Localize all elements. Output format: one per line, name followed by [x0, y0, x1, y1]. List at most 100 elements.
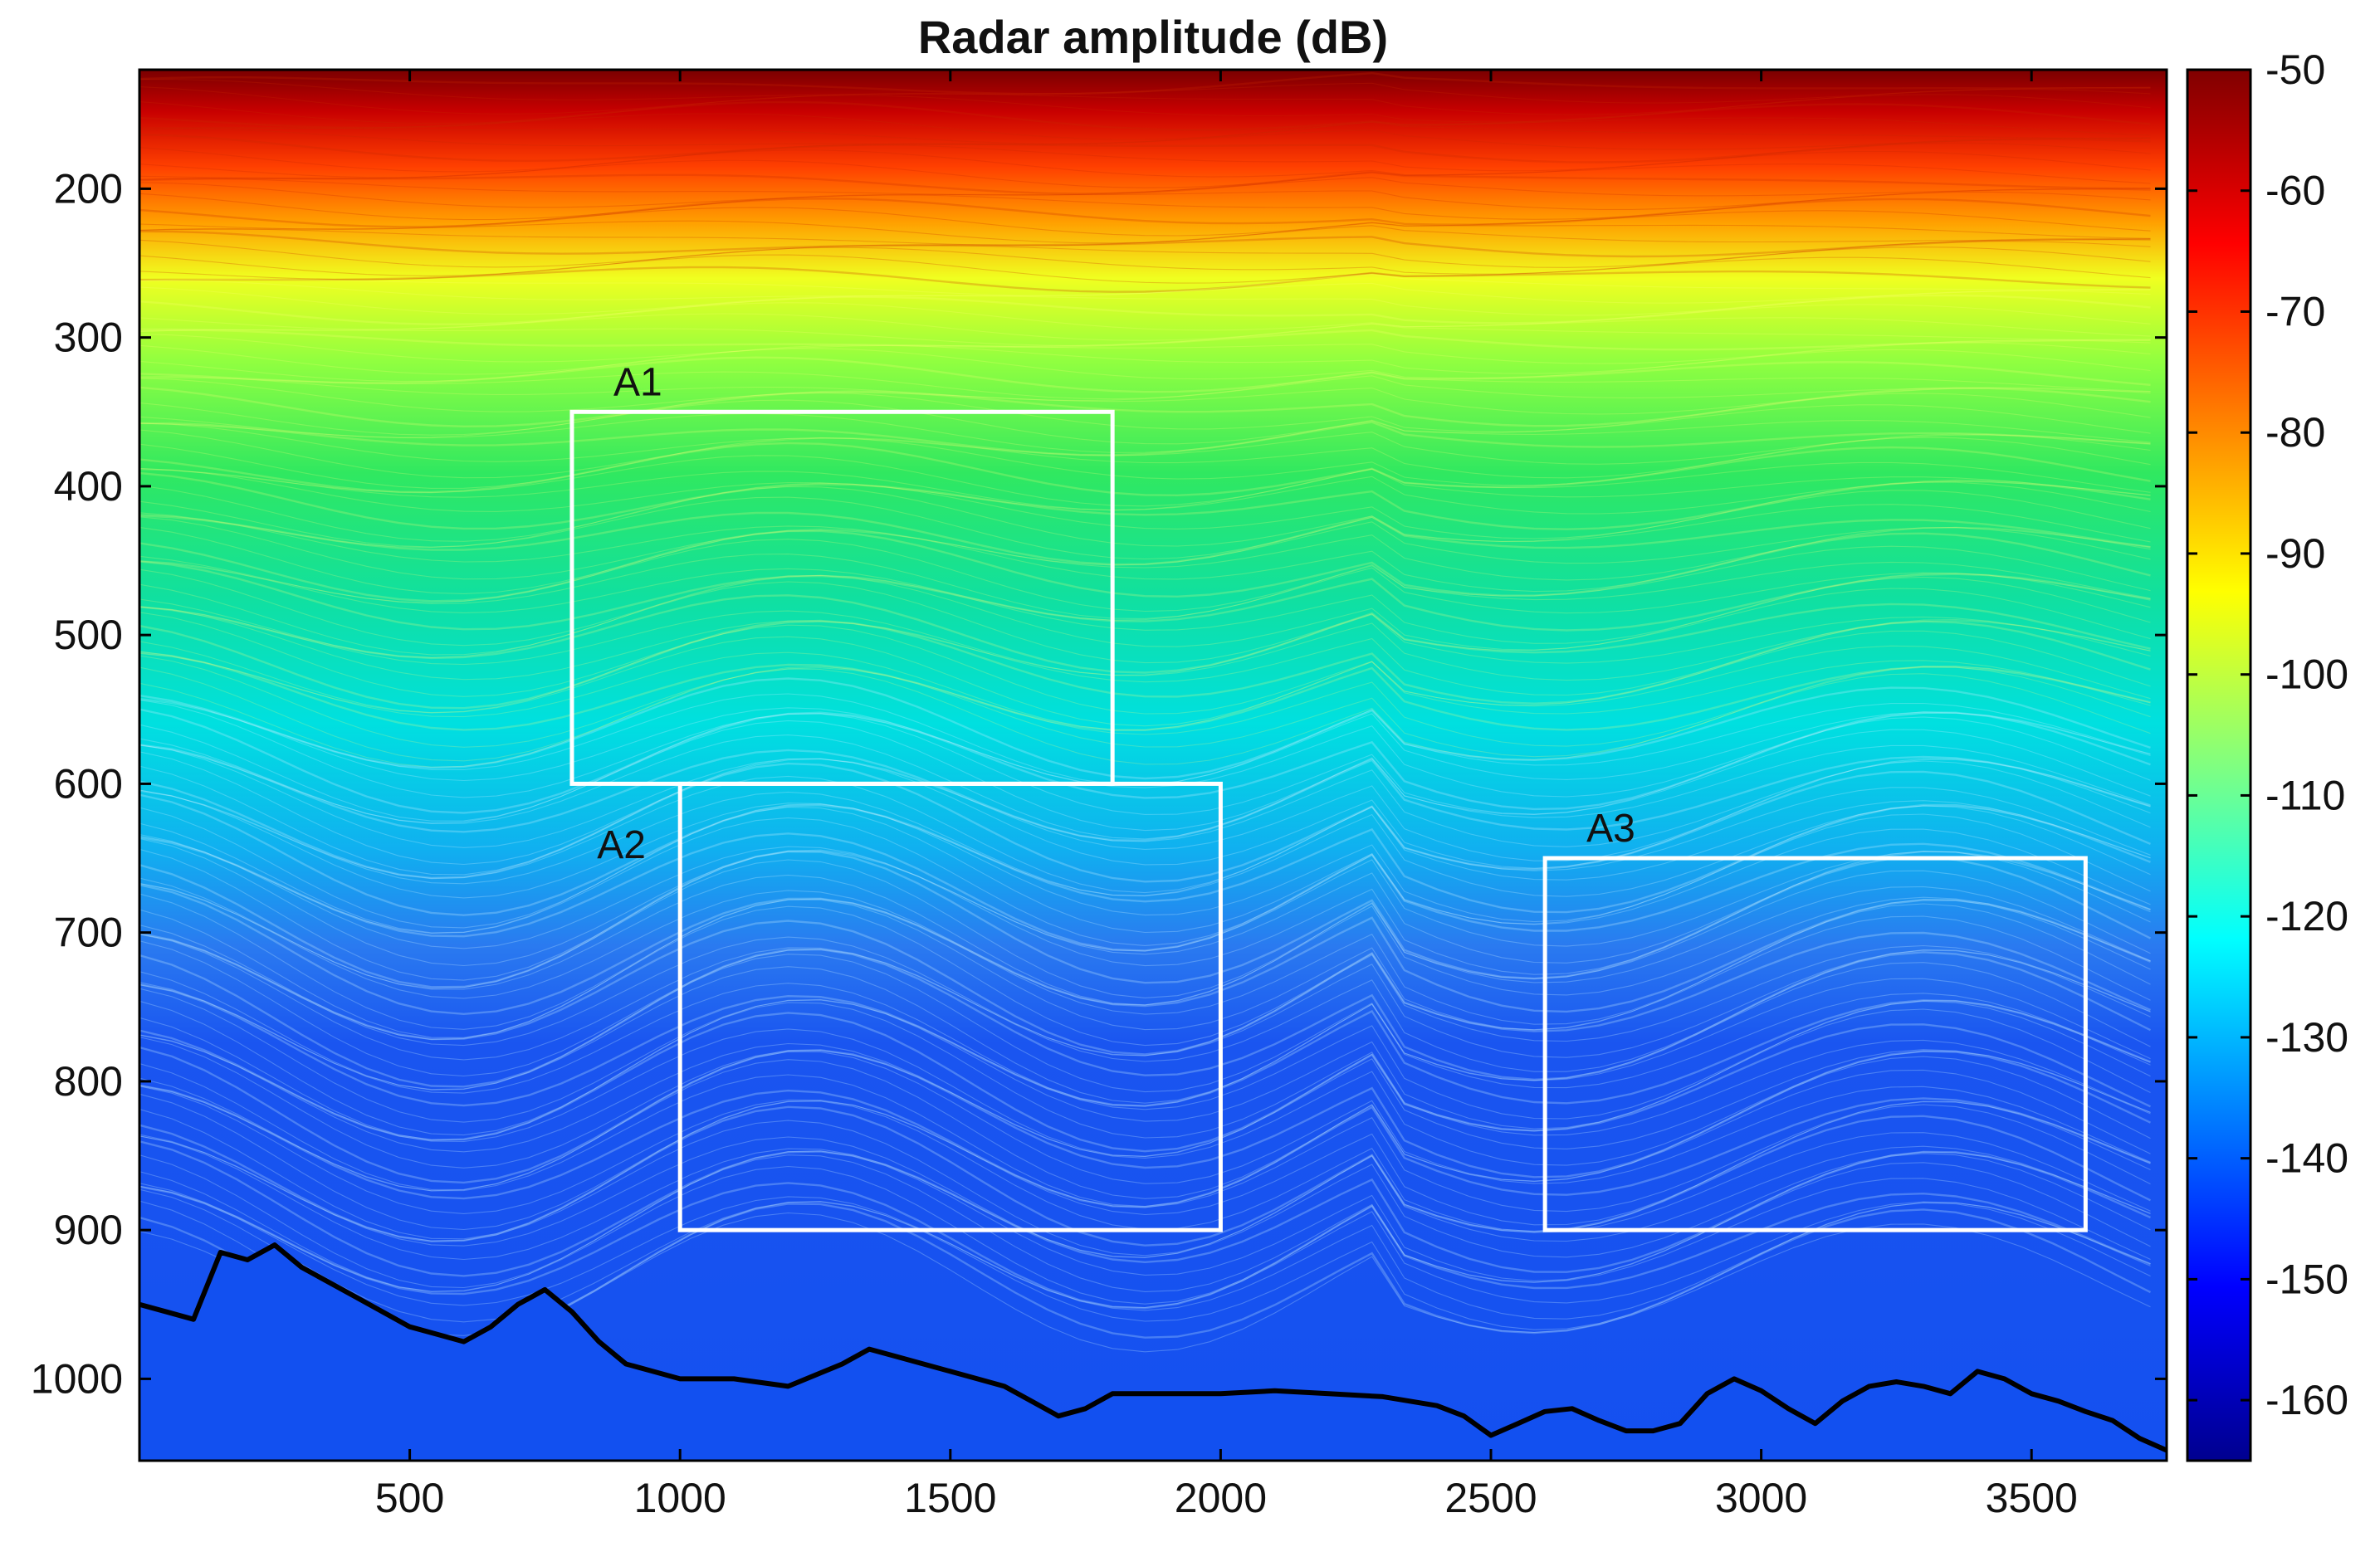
internal-layer: [139, 651, 2151, 732]
internal-layer: [139, 568, 2151, 647]
internal-layer: [139, 607, 2151, 676]
bed-trace: [139, 1242, 2167, 1453]
annotation-labels: A1 A2 A3: [597, 360, 1635, 867]
internal-layer: [139, 437, 2151, 489]
internal-layer: [139, 983, 2151, 1107]
below-bed-fill: [139, 1245, 2167, 1461]
internal-layer: [139, 375, 2151, 402]
internal-layer: [139, 514, 2151, 566]
plot-area: [139, 70, 2167, 1461]
internal-layer: [139, 859, 2151, 998]
colorbar-tick-label: -100: [2265, 651, 2348, 698]
internal-layer: [139, 149, 2151, 178]
internal-layer: [139, 399, 2151, 445]
internal-layer: [139, 905, 2151, 1047]
internal-layer: [139, 246, 2151, 276]
internal-layer: [139, 1012, 2152, 1153]
internal-layer: [139, 751, 2151, 866]
colorbar-tick-label: -120: [2265, 893, 2348, 939]
internal-layer: [139, 1084, 2151, 1208]
internal-layer: [139, 378, 2151, 415]
internal-layer: [139, 708, 2151, 814]
internal-layer: [139, 386, 2151, 428]
internal-layer: [139, 651, 2151, 731]
internal-layer: [139, 1185, 2151, 1309]
colorbar-tick-label: -60: [2265, 168, 2325, 214]
internal-layer: [139, 934, 2151, 1056]
y-tick-label: 400: [54, 463, 123, 510]
internal-layer: [139, 1182, 2151, 1310]
internal-layer: [139, 207, 2151, 237]
internal-layer: [139, 554, 2151, 619]
internal-layer: [139, 1154, 2151, 1292]
internal-layer: [139, 848, 2151, 981]
internal-layer: [139, 526, 2151, 594]
internal-layer: [139, 481, 2151, 542]
internal-layer: [139, 496, 2151, 560]
internal-layer: [139, 392, 2151, 436]
internal-layer: [139, 468, 2151, 511]
internal-layer: [139, 874, 2151, 1006]
colorbar-tick-label: -90: [2265, 530, 2325, 577]
internal-layer: [139, 940, 2151, 1077]
annotation-boxes: [569, 409, 2088, 1232]
colorbar-tick-label: -160: [2265, 1377, 2348, 1423]
internal-layer: [139, 934, 2151, 1061]
internal-layer: [139, 1135, 2151, 1261]
internal-layer: [139, 893, 2151, 1030]
internal-layer: [139, 421, 2151, 456]
internal-layer: [139, 442, 2151, 497]
internal-layer: [139, 699, 2151, 798]
annotation-box-a3: [1542, 856, 2088, 1232]
y-tick-label: 600: [54, 760, 123, 807]
internal-layer: [139, 323, 2151, 346]
internal-layer: [139, 983, 2151, 1107]
y-tick-label: 800: [54, 1058, 123, 1105]
internal-layer: [139, 133, 2151, 163]
internal-layer: [139, 762, 2151, 883]
internal-layer: [139, 113, 2151, 140]
annotation-label-a3: A3: [1586, 807, 1635, 851]
annotation-box-a2: [677, 781, 1223, 1232]
internal-layer: [139, 666, 2151, 762]
x-tick-label: 2000: [1175, 1475, 1267, 1521]
internal-layer: [139, 884, 2151, 1016]
internal-layer: [139, 954, 2151, 1093]
internal-layer: [139, 1074, 2151, 1208]
internal-layer: [139, 191, 2151, 221]
y-tick-label: 700: [54, 910, 123, 956]
internal-layer: [139, 412, 2151, 453]
internal-layer: [139, 225, 2151, 246]
plot-frame: [138, 68, 2168, 1462]
internal-layer: [139, 529, 2151, 603]
y-tick-label: 200: [54, 165, 123, 212]
internal-layer: [139, 79, 2151, 104]
internal-layer: [139, 1120, 2151, 1257]
internal-layer: [139, 988, 2151, 1123]
internal-layer: [139, 254, 2151, 284]
internal-layer: [139, 539, 2151, 612]
x-tick-label: 2500: [1444, 1475, 1537, 1521]
internal-layer: [139, 793, 2151, 916]
internal-layer: [139, 1059, 2151, 1199]
internal-layer: [139, 606, 2151, 681]
internal-layer: [139, 1037, 2151, 1169]
internal-layer: [139, 159, 2151, 188]
internal-layer: [139, 468, 2151, 515]
internal-layer: [139, 920, 2151, 1056]
internal-layer: [139, 1150, 2151, 1289]
internal-layer: [139, 71, 2151, 95]
internal-layer: [139, 744, 2151, 848]
internal-layer: [139, 356, 2151, 393]
internal-layer: [139, 789, 2151, 899]
internal-layer: [139, 581, 2151, 664]
internal-layer: [139, 266, 2151, 293]
internal-layer: [139, 835, 2151, 952]
internal-layer: [139, 1051, 2151, 1190]
y-tick-label: 1000: [31, 1355, 123, 1402]
internal-layer: [139, 371, 2151, 400]
internal-layer: [139, 790, 2151, 896]
internal-layer: [139, 1093, 2151, 1231]
internal-layer: [139, 744, 2151, 842]
colorbar-tick-label: -110: [2265, 772, 2345, 818]
